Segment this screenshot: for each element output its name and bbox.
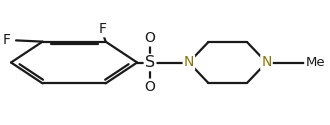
Text: O: O <box>145 80 155 94</box>
Text: S: S <box>145 55 155 70</box>
Text: F: F <box>2 33 10 47</box>
Text: Me: Me <box>305 56 325 69</box>
Text: N: N <box>261 56 272 70</box>
Text: N: N <box>184 56 194 70</box>
Text: F: F <box>98 22 106 36</box>
Text: O: O <box>145 31 155 45</box>
